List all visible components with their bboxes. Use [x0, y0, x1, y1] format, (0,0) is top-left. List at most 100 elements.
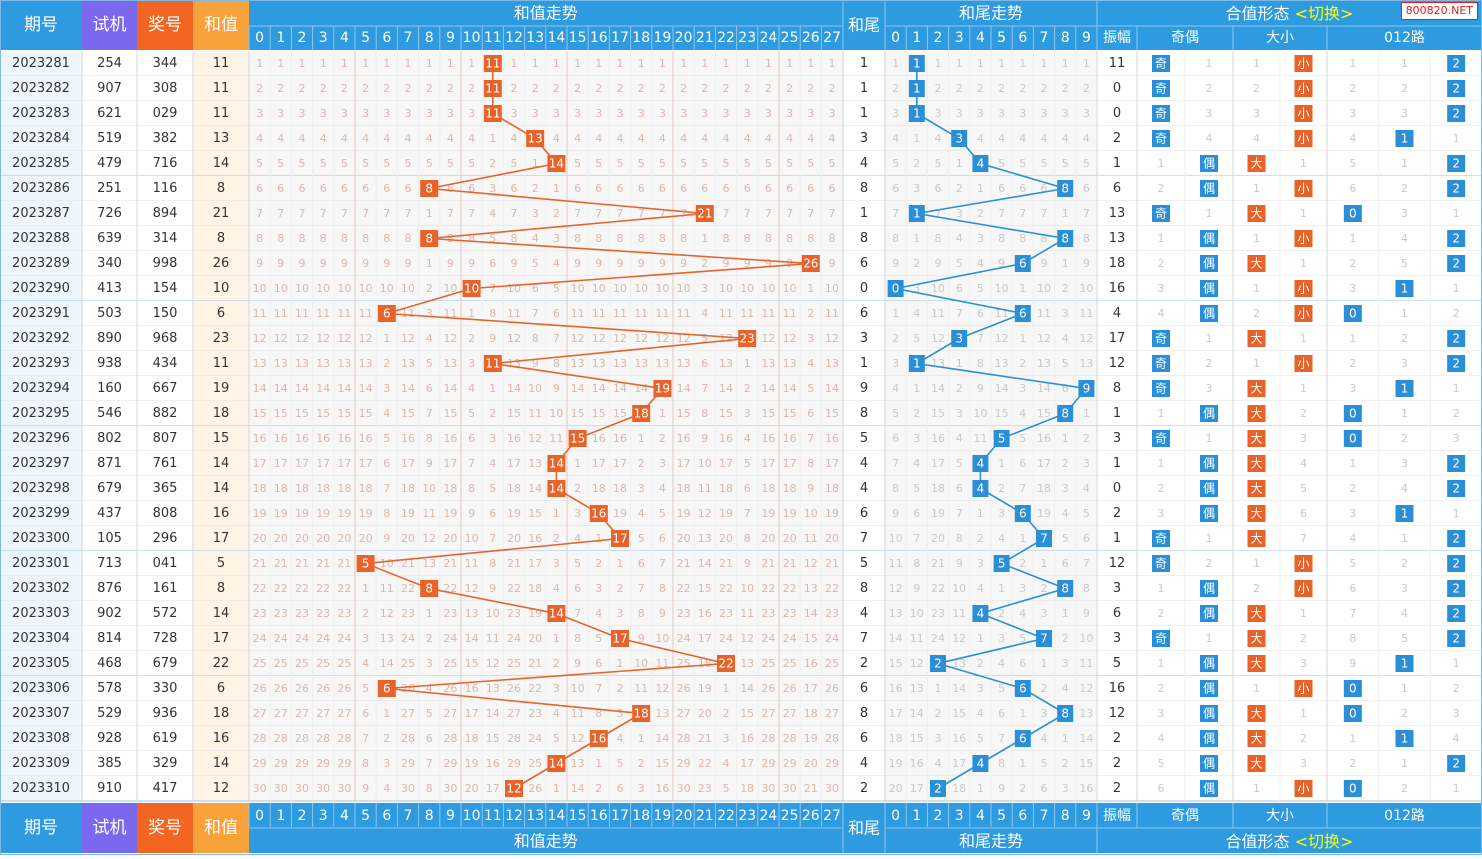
- trial-number: 340: [97, 256, 122, 271]
- sum-ball: [462, 280, 481, 297]
- big-small-label: 小: [1297, 182, 1309, 196]
- trial-cell: [82, 351, 137, 376]
- tail-omission: 12: [931, 332, 945, 345]
- sum-value: 16: [213, 731, 230, 746]
- sum-omission: 19: [337, 507, 351, 520]
- sum-omission: 2: [786, 82, 793, 95]
- tail-ball-label: 4: [977, 607, 985, 621]
- sum-omission: 2: [638, 457, 645, 470]
- sum-col-label: 13: [526, 808, 544, 824]
- route-label: 0: [1349, 407, 1357, 421]
- prize-cell: [137, 201, 193, 226]
- tail-cell: [843, 201, 885, 226]
- sum-omission: 9: [617, 257, 624, 270]
- sum-ball: [611, 530, 629, 547]
- tail-value: 5: [860, 556, 868, 571]
- tail-omission: 1: [1019, 757, 1026, 770]
- sum-omission: 9: [320, 257, 327, 270]
- sum-omission: 20: [783, 532, 797, 545]
- sum-omission: 2: [553, 207, 560, 220]
- odd-even-label: 奇: [1155, 207, 1167, 221]
- sum-omission: 4: [701, 132, 708, 145]
- tail-omission: 13: [1079, 357, 1093, 370]
- site-badge[interactable]: 800820.NET: [1400, 2, 1478, 20]
- route-omission: 1: [1401, 757, 1408, 770]
- sum-omission: 10: [677, 282, 691, 295]
- sum-omission: 25: [337, 657, 351, 670]
- issue-cell: [0, 426, 82, 451]
- sum-omission: 2: [807, 82, 814, 95]
- tail-omission: 14: [1079, 732, 1093, 745]
- sum-col-label: 2: [298, 808, 307, 824]
- sum-omission: 5: [362, 157, 369, 170]
- odd-even-ball: [1200, 230, 1218, 247]
- sum-omission: 22: [337, 582, 351, 595]
- prize-cell: [137, 76, 193, 101]
- sum-omission: 7: [744, 207, 751, 220]
- trial-cell: [82, 576, 137, 601]
- tail-omission: 9: [998, 257, 1005, 270]
- sum-omission: 12: [634, 332, 648, 345]
- sum-omission: 11: [316, 307, 330, 320]
- sum-ball-label: 16: [591, 507, 606, 521]
- trial-cell: [82, 551, 137, 576]
- sum-omission: 23: [783, 607, 797, 620]
- sum-omission: 6: [701, 357, 708, 370]
- sum-omission: 13: [634, 357, 648, 370]
- tail-omission: 7: [998, 732, 1005, 745]
- sum-omission: 18: [316, 482, 330, 495]
- sum-omission: 4: [638, 132, 645, 145]
- sum-omission: 11: [274, 307, 288, 320]
- tail-header: 和尾: [848, 16, 880, 35]
- sum-omission: 6: [468, 432, 475, 445]
- big-small-omission: 1: [1300, 332, 1307, 345]
- issue-header-cell: [0, 803, 82, 853]
- sum-cell: [193, 351, 249, 376]
- tail-omission: 2: [1083, 82, 1090, 95]
- big-small-ball: [1294, 180, 1313, 197]
- sum-omission: 2: [553, 532, 560, 545]
- sum-col-label: 17: [611, 808, 629, 824]
- sum-omission: 22: [253, 582, 267, 595]
- sum-omission: 16: [465, 682, 479, 695]
- sum-omission: 10: [316, 282, 330, 295]
- odd-even-label: 奇: [1155, 532, 1167, 546]
- sum-ball: [547, 480, 566, 497]
- big-small-omission: 1: [1253, 232, 1260, 245]
- sum-omission: 17: [359, 457, 373, 470]
- switch-link[interactable]: <切换>: [1295, 832, 1354, 851]
- prize-number: 029: [153, 106, 178, 121]
- route-omission: 3: [1401, 457, 1408, 470]
- sum-omission: 18: [761, 482, 775, 495]
- tail-ball: [1014, 680, 1031, 697]
- tail-omission: 8: [892, 482, 899, 495]
- sum-omission: 10: [465, 532, 479, 545]
- sum-col-label: 5: [361, 30, 370, 46]
- sum-omission: 11: [740, 607, 754, 620]
- sum-omission: 16: [655, 782, 669, 795]
- issue-number: 2023308: [12, 731, 70, 746]
- sum-omission: 13: [698, 532, 712, 545]
- tail-omission: 22: [931, 582, 945, 595]
- sum-omission: 3: [489, 182, 496, 195]
- sum-omission: 16: [825, 432, 839, 445]
- tail-omission: 6: [935, 182, 942, 195]
- issue-cell: [0, 651, 82, 676]
- amplitude-value: 18: [1109, 256, 1126, 271]
- sum-omission: 23: [698, 782, 712, 795]
- tail-omission: 2: [998, 82, 1005, 95]
- tail-omission: 6: [1083, 532, 1090, 545]
- switch-link[interactable]: <切换>: [1295, 4, 1354, 23]
- sum-omission: 14: [528, 482, 542, 495]
- tail-omission: 8: [998, 757, 1005, 770]
- sum-cell: [193, 426, 249, 451]
- tail-omission: 9: [956, 557, 963, 570]
- sum-omission: 9: [744, 257, 751, 270]
- tail-col-label: 3: [955, 30, 964, 46]
- sum-col-label: 6: [382, 808, 391, 824]
- tail-omission: 2: [892, 332, 899, 345]
- sum-omission: 22: [783, 582, 797, 595]
- sum-omission: 8: [638, 607, 645, 620]
- sum-omission: 23: [719, 607, 733, 620]
- tail-ball-label: 0: [892, 282, 900, 296]
